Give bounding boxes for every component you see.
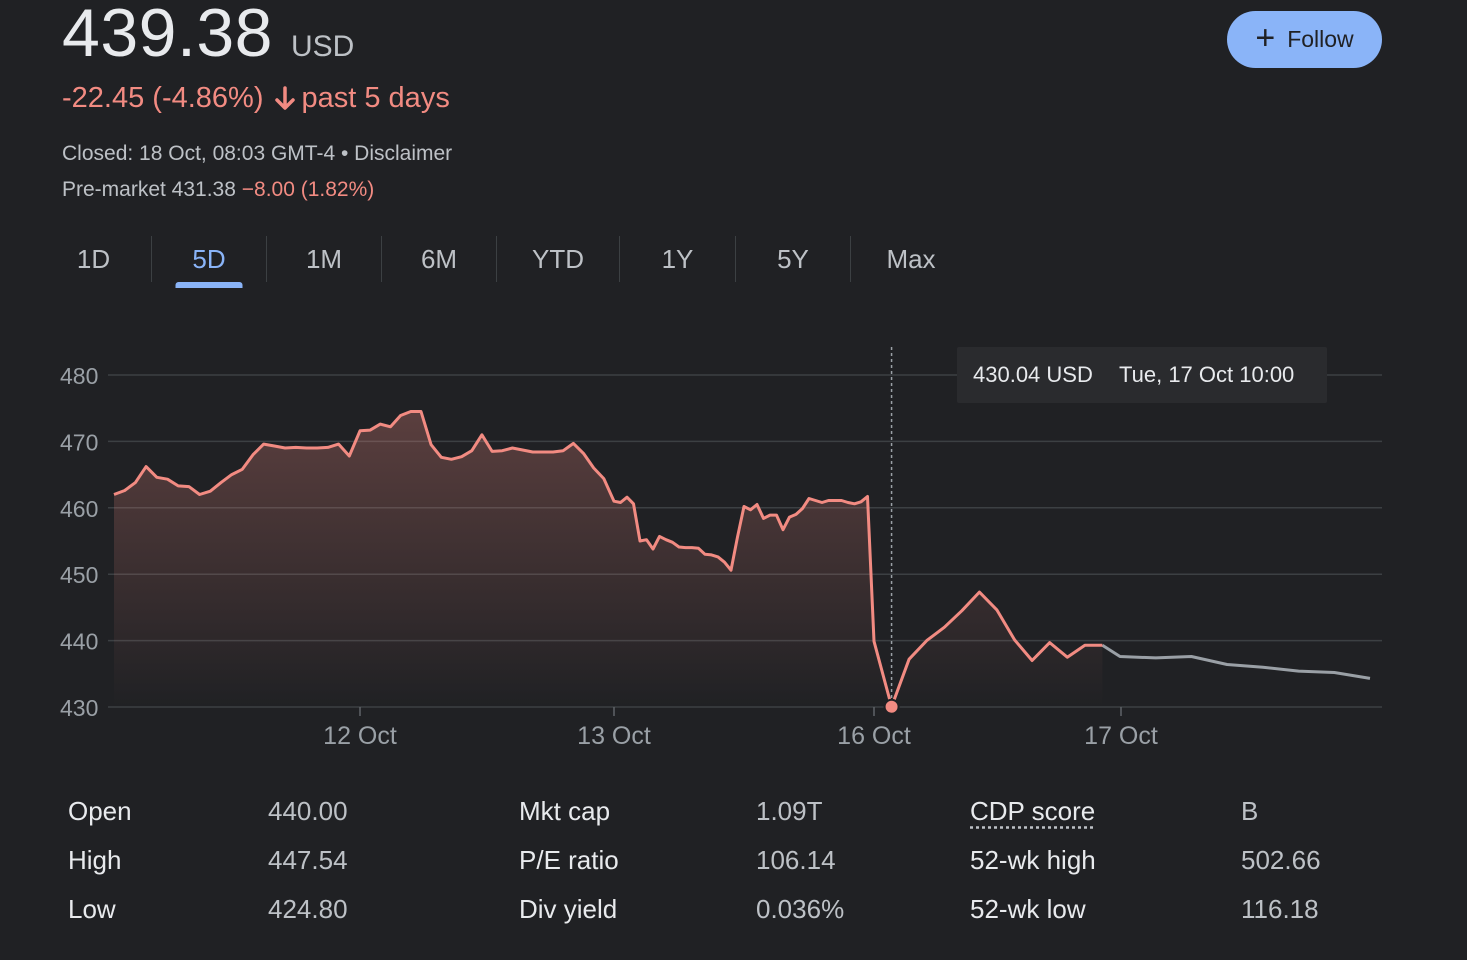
y-tick-label: 430 [60, 695, 98, 721]
stat-value: 447.54 [268, 845, 348, 875]
price-change: -22.45 (-4.86%) past 5 days [62, 82, 450, 115]
stat-value: B [1241, 796, 1259, 826]
tab-divider [266, 236, 267, 282]
price-line [113, 410, 1103, 709]
stat-label: High [68, 845, 122, 875]
stat-label: 52-wk high [970, 845, 1096, 875]
stat-value: 0.036% [756, 894, 845, 924]
tab-1m[interactable]: 1M [305, 243, 343, 274]
current-price: 439.38 [62, 0, 273, 71]
x-tick-label: 17 Oct [1084, 722, 1158, 750]
plus-icon: + [1255, 19, 1276, 57]
stat-label: Low [68, 894, 116, 924]
stat-label: 52-wk low [970, 894, 1086, 924]
tab-divider [735, 236, 736, 282]
tooltip-value: 430.04 USD [973, 362, 1093, 387]
separator-dot: • [340, 142, 349, 165]
chart-tooltip: 430.04 USD Tue, 17 Oct 10:00 [957, 347, 1327, 403]
stat-value: 424.80 [268, 894, 348, 924]
follow-label: Follow [1287, 26, 1354, 52]
stat-value: 116.18 [1241, 894, 1319, 924]
after-hours-line [1101, 643, 1371, 680]
tab-divider [619, 236, 620, 282]
y-tick-label: 470 [60, 429, 98, 455]
tab-6m[interactable]: 6M [420, 243, 458, 274]
closed-time: Closed: 18 Oct, 08:03 GMT-4 [62, 142, 336, 165]
tab-5y[interactable]: 5Y [777, 243, 809, 274]
y-tick-label: 440 [60, 629, 98, 655]
market-status: Closed: 18 Oct, 08:03 GMT-4 • Disclaimer [62, 142, 452, 166]
x-tick-label: 12 Oct [323, 722, 397, 750]
disclaimer-link[interactable]: Disclaimer [354, 142, 453, 165]
stat-label: Div yield [519, 894, 618, 924]
x-tick-label: 13 Oct [577, 722, 651, 750]
tab-divider [850, 236, 851, 282]
cdp-score-link[interactable]: CDP score [970, 796, 1096, 826]
price-header: 439.38 USD [62, 0, 354, 72]
stat-label: Mkt cap [519, 796, 611, 826]
stat-value: 106.14 [756, 845, 836, 875]
premarket-change: −8.00 (1.82%) [241, 178, 375, 201]
arrow-down-icon [274, 85, 295, 110]
stat-value: 502.66 [1241, 845, 1321, 875]
premarket-price: Pre-market 431.38 [62, 178, 236, 201]
x-tick-label: 16 Oct [837, 722, 911, 750]
currency-label: USD [290, 30, 355, 63]
tab-1y[interactable]: 1Y [661, 243, 694, 274]
tab-divider [381, 236, 382, 282]
y-tick-label: 450 [60, 562, 98, 588]
stat-label: P/E ratio [519, 845, 619, 875]
follow-button[interactable]: + Follow [1227, 11, 1382, 68]
stat-value: 440.00 [268, 796, 348, 826]
stat-value: 1.09T [756, 796, 823, 826]
price-area-fill [114, 411, 1103, 707]
price-chart[interactable]: 480 470 460 450 440 430 12 Oct 13 Oct 16 Oct 17 O… [0, 330, 1467, 770]
tab-1d[interactable]: 1D [76, 243, 111, 274]
y-tick-label: 460 [60, 496, 98, 522]
stat-label: Open [68, 796, 132, 826]
range-tabs: 1D 5D 1M 6M YTD 1Y 5Y Max [36, 236, 971, 292]
tooltip-date: Tue, 17 Oct 10:00 [1119, 362, 1294, 387]
tab-divider [496, 236, 497, 282]
y-tick-label: 480 [60, 363, 98, 389]
tab-max[interactable]: Max [886, 243, 936, 274]
tooltip-box [957, 347, 1327, 403]
tab-5d[interactable]: 5D [152, 236, 266, 282]
premarket-info: Pre-market 431.38 −8.00 (1.82%) [62, 178, 374, 202]
hover-point [883, 698, 900, 715]
change-value: -22.45 (-4.86%) [62, 82, 264, 114]
change-period: past 5 days [301, 82, 450, 114]
tab-ytd[interactable]: YTD [532, 243, 584, 274]
